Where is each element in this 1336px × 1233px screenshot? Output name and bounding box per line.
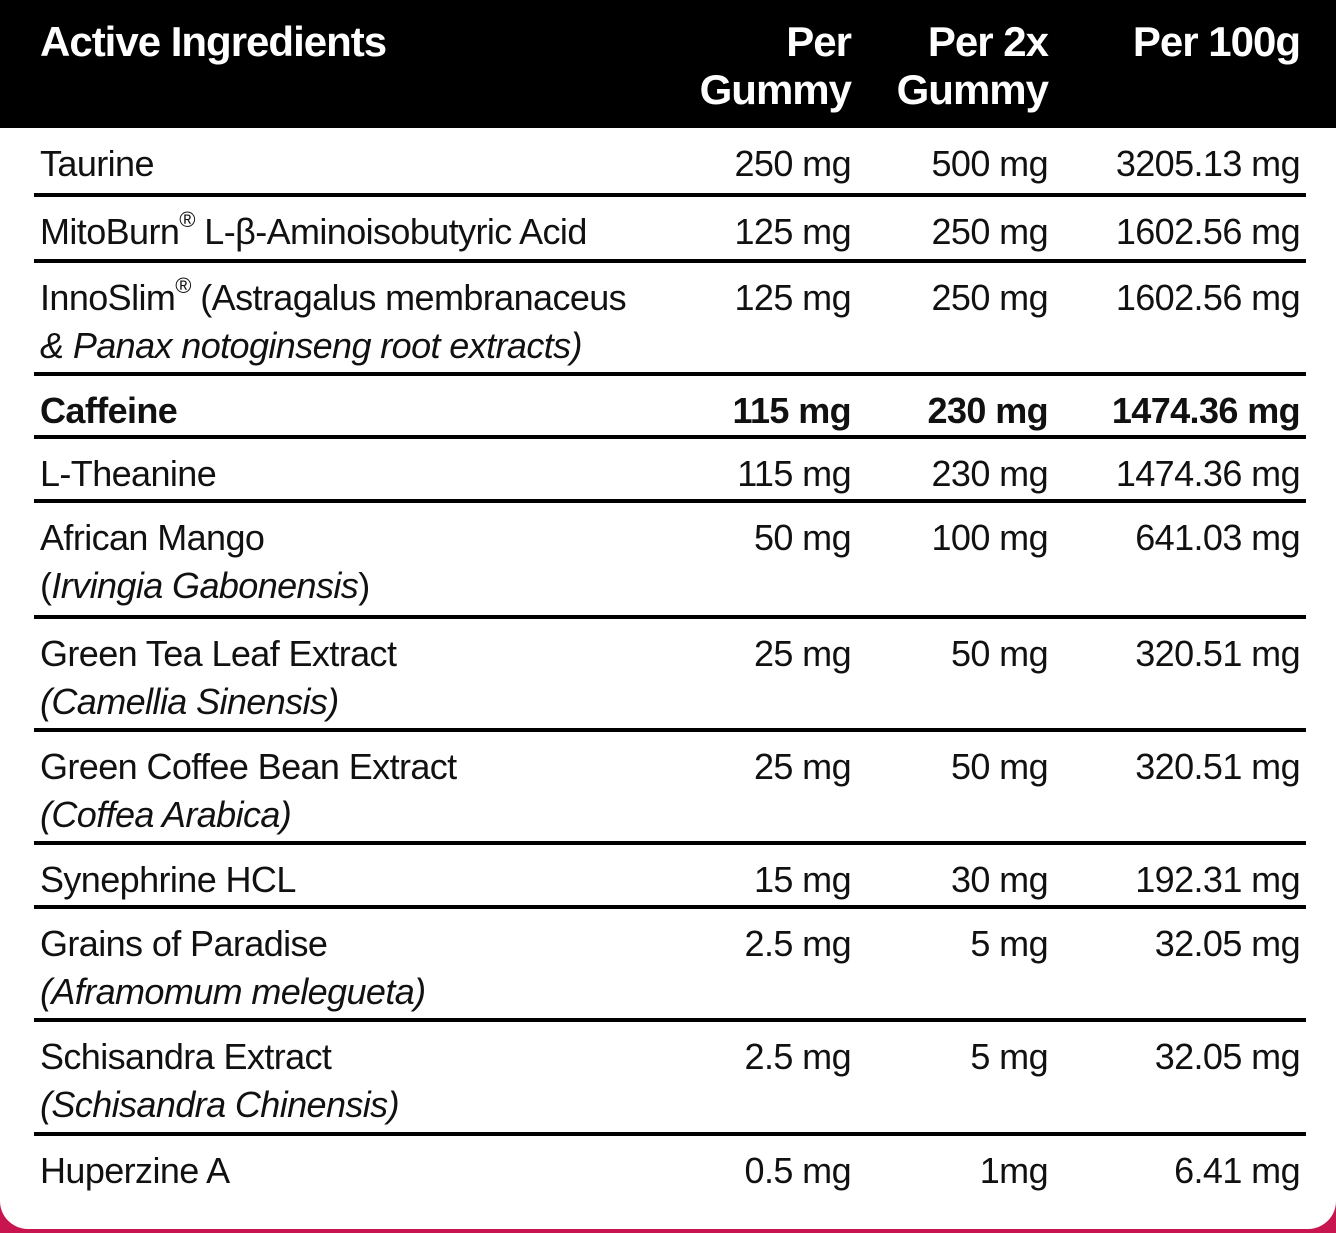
amount-per-2x-gummy: 50 mg [950,633,1049,674]
row-divider [34,1018,1306,1022]
amount-per-2x-gummy: 230 mg [927,390,1049,431]
amount-per-gummy: 115 mg [732,390,852,431]
amount-per-2x-gummy: 5 mg [970,1036,1048,1077]
amount-per-100g: 1602.56 mg [1115,277,1301,318]
amount-per-100g: 1474.36 mg [1111,390,1301,431]
ingredient-name-text: Green Coffee Bean Extract [40,746,457,787]
table-row: MitoBurn® L-β-Aminoisobutyric Acid 125 mg… [0,196,1336,262]
amount-per-gummy: 125 mg [734,277,852,318]
amount-per-gummy: 25 mg [753,746,852,787]
row-divider [34,372,1306,376]
row-divider [34,841,1306,845]
ingredient-name-text: Grains of Paradise [40,923,328,964]
table-row: L-Theanine 115 mg 230 mg 1474.36 mg [0,438,1336,502]
table-row: Green Coffee Bean Extract (Coffea Arabica… [0,731,1336,844]
table-header: Active Ingredients Per Gummy Per 2x Gumm… [0,0,1336,128]
ingredient-name: Schisandra Extract (Schisandra Chinensis) [40,1033,400,1129]
amount-per-100g: 32.05 mg [1154,1036,1301,1077]
ingredient-botanical-name: (Coffea Arabica) [40,794,292,835]
ingredient-name: Caffeine [40,387,178,435]
ingredient-name: Green Tea Leaf Extract (Camellia Sinensis… [40,630,397,726]
ingredient-name: Synephrine HCL [40,856,296,904]
ingredient-name: MitoBurn® L-β-Aminoisobutyric Acid [40,208,587,256]
amount-per-100g: 641.03 mg [1135,517,1300,558]
amount-per-2x-gummy: 50 mg [950,746,1049,787]
header-per-gummy-line-1: Per [786,18,852,65]
table-row: Grains of Paradise (Aframomum melegueta) 2… [0,908,1336,1021]
header-per-gummy: Per Gummy [699,18,852,114]
header-per-2x-gummy: Per 2x Gummy [896,18,1049,114]
ingredient-name-text: L-Theanine [40,453,217,494]
amount-per-gummy: 0.5 mg [744,1150,852,1191]
ingredient-botanical-name: (Aframomum melegueta) [40,971,426,1012]
amount-per-gummy: 115 mg [737,453,851,494]
ingredient-botanical-name: (Irvingia Gabonensis) [40,565,370,606]
amount-per-100g: 192.31 mg [1135,859,1300,900]
row-divider [34,728,1306,732]
amount-per-gummy: 2.5 mg [744,1036,852,1077]
row-divider [34,905,1306,909]
amount-per-100g: 32.05 mg [1154,923,1301,964]
amount-per-100g: 6.41 mg [1174,1150,1300,1191]
header-per-100g: Per 100g [1132,18,1301,65]
table-row: Schisandra Extract (Schisandra Chinensis)… [0,1021,1336,1135]
amount-per-2x-gummy: 1mg [979,1150,1049,1191]
amount-per-2x-gummy: 230 mg [931,453,1049,494]
row-divider [34,259,1306,263]
header-active-ingredients: Active Ingredients [40,18,387,65]
amount-per-2x-gummy: 500 mg [931,143,1049,184]
row-divider [34,1132,1306,1136]
amount-per-gummy: 50 mg [753,517,852,558]
ingredient-name-text: Huperzine A [40,1150,230,1191]
amount-per-100g: 320.51 mg [1135,746,1300,787]
header-per-2x-line-2: Gummy [896,66,1049,113]
ingredient-name-text: Synephrine HCL [40,859,296,900]
ingredient-name: African Mango (Irvingia Gabonensis) [40,514,370,610]
amount-per-gummy: 125 mg [734,211,852,252]
ingredient-name-text: Green Tea Leaf Extract [40,633,397,674]
table-row: Taurine 250 mg 500 mg 3205.13 mg [0,128,1336,196]
amount-per-2x-gummy: 250 mg [931,211,1049,252]
amount-per-100g: 3205.13 mg [1115,143,1301,184]
ingredient-name: Green Coffee Bean Extract (Coffea Arabica… [40,743,457,839]
ingredient-name: Taurine [40,140,154,188]
amount-per-100g: 320.51 mg [1135,633,1300,674]
ingredient-name: Grains of Paradise (Aframomum melegueta) [40,920,426,1016]
table-row: Caffeine 115 mg 230 mg 1474.36 mg [0,375,1336,438]
amount-per-gummy: 25 mg [753,633,852,674]
ingredient-botanical-name: (Schisandra Chinensis) [40,1084,400,1125]
amount-per-2x-gummy: 100 mg [931,517,1049,558]
header-per-gummy-line-2: Gummy [699,66,852,113]
table-row: Synephrine HCL 15 mg 30 mg 192.31 mg [0,844,1336,908]
row-divider [34,615,1306,619]
ingredient-name-text: Caffeine [40,390,178,431]
ingredient-name-text: MitoBurn® L-β-Aminoisobutyric Acid [40,207,587,253]
ingredient-name-text: African Mango [40,517,265,558]
row-divider [34,499,1306,503]
ingredient-name: InnoSlim® (Astragalus membranaceus & Pana… [40,273,627,370]
table-row: Huperzine A 0.5 mg 1mg 6.41 mg [0,1135,1336,1225]
ingredient-botanical-name: (Camellia Sinensis) [40,681,339,722]
table-row: African Mango (Irvingia Gabonensis) 50 mg 1… [0,502,1336,618]
table-row: InnoSlim® (Astragalus membranaceus & Pana… [0,262,1336,375]
ingredient-name: L-Theanine [40,450,217,498]
amount-per-gummy: 2.5 mg [744,923,852,964]
amount-per-gummy: 15 mg [753,859,852,900]
row-divider [34,435,1306,439]
amount-per-100g: 1602.56 mg [1115,211,1301,252]
amount-per-2x-gummy: 250 mg [931,277,1049,318]
amount-per-2x-gummy: 5 mg [970,923,1048,964]
header-per-2x-line-1: Per 2x [927,18,1049,65]
ingredient-name-text: InnoSlim® (Astragalus membranaceus [40,273,627,319]
table-row: Green Tea Leaf Extract (Camellia Sinensis… [0,618,1336,731]
ingredient-name-text: Taurine [40,143,154,184]
row-divider [34,193,1306,197]
amount-per-2x-gummy: 30 mg [950,859,1049,900]
amount-per-100g: 1474.36 mg [1115,453,1301,494]
ingredient-name: Huperzine A [40,1147,230,1195]
ingredient-name-text: Schisandra Extract [40,1036,332,1077]
amount-per-gummy: 250 mg [734,143,852,184]
ingredient-botanical-name: & Panax notoginseng root extracts) [40,325,583,366]
